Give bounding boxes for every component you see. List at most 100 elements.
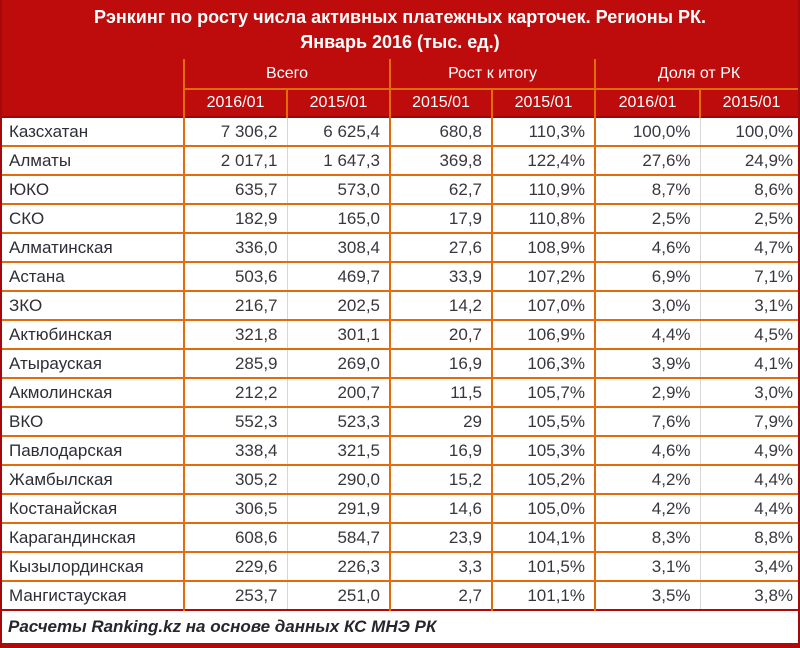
- table-header: Всего Рост к итогу Доля от РК 2016/01 20…: [2, 59, 798, 117]
- value-cell: 108,9%: [491, 233, 596, 262]
- value-cell: 24,9%: [699, 146, 798, 175]
- value-cell: 3,0%: [699, 378, 798, 407]
- page-title-line1: Рэнкинг по росту числа активных платежны…: [93, 7, 707, 27]
- value-cell: 3,4%: [699, 552, 798, 581]
- value-cell: 16,9: [389, 436, 493, 465]
- table-body: Казсхатан 7 306,2 6 625,4 680,8 110,3% 1…: [2, 117, 798, 610]
- value-cell: 202,5: [286, 291, 391, 320]
- region-cell: ВКО: [2, 407, 184, 436]
- value-cell: 105,7%: [491, 378, 596, 407]
- table-row: ЮКО 635,7 573,0 62,7 110,9% 8,7% 8,6%: [2, 175, 798, 204]
- value-cell: 469,7: [286, 262, 391, 291]
- value-cell: 306,5: [183, 494, 287, 523]
- value-cell: 308,4: [286, 233, 391, 262]
- value-cell: 3,9%: [594, 349, 701, 378]
- value-cell: 104,1%: [491, 523, 596, 552]
- value-cell: 6,9%: [594, 262, 701, 291]
- value-cell: 106,9%: [491, 320, 596, 349]
- value-cell: 200,7: [286, 378, 391, 407]
- value-cell: 8,3%: [594, 523, 701, 552]
- subheader-cell: 2015/01: [389, 89, 493, 117]
- value-cell: 212,2: [183, 378, 287, 407]
- corner-cell: [2, 59, 184, 89]
- value-cell: 8,8%: [699, 523, 798, 552]
- region-cell: СКО: [2, 204, 184, 233]
- table-row: Жамбылская 305,2 290,0 15,2 105,2% 4,2% …: [2, 465, 798, 494]
- value-cell: 62,7: [389, 175, 493, 204]
- table-row: Мангистауская 253,7 251,0 2,7 101,1% 3,5…: [2, 581, 798, 610]
- value-cell: 33,9: [389, 262, 493, 291]
- value-cell: 100,0%: [594, 117, 701, 146]
- value-cell: 285,9: [183, 349, 287, 378]
- value-cell: 338,4: [183, 436, 287, 465]
- value-cell: 2 017,1: [183, 146, 287, 175]
- value-cell: 608,6: [183, 523, 287, 552]
- value-cell: 6 625,4: [286, 117, 391, 146]
- value-cell: 16,9: [389, 349, 493, 378]
- table-row: Карагандинская 608,6 584,7 23,9 104,1% 8…: [2, 523, 798, 552]
- group-header-dolya: Доля от РК: [594, 59, 798, 90]
- value-cell: 2,9%: [594, 378, 701, 407]
- table-row: Акмолинская 212,2 200,7 11,5 105,7% 2,9%…: [2, 378, 798, 407]
- value-cell: 269,0: [286, 349, 391, 378]
- value-cell: 110,9%: [491, 175, 596, 204]
- value-cell: 27,6: [389, 233, 493, 262]
- value-cell: 100,0%: [699, 117, 798, 146]
- value-cell: 105,2%: [491, 465, 596, 494]
- value-cell: 369,8: [389, 146, 493, 175]
- value-cell: 107,2%: [491, 262, 596, 291]
- table-row: ЗКО 216,7 202,5 14,2 107,0% 3,0% 3,1%: [2, 291, 798, 320]
- value-cell: 573,0: [286, 175, 391, 204]
- value-cell: 7 306,2: [183, 117, 287, 146]
- value-cell: 3,3: [389, 552, 493, 581]
- value-cell: 4,6%: [594, 436, 701, 465]
- value-cell: 291,9: [286, 494, 391, 523]
- value-cell: 14,2: [389, 291, 493, 320]
- value-cell: 584,7: [286, 523, 391, 552]
- region-cell: Мангистауская: [2, 581, 184, 610]
- value-cell: 17,9: [389, 204, 493, 233]
- table-row: Кызылординская 229,6 226,3 3,3 101,5% 3,…: [2, 552, 798, 581]
- value-cell: 2,7: [389, 581, 493, 610]
- table-row: Актюбинская 321,8 301,1 20,7 106,9% 4,4%…: [2, 320, 798, 349]
- value-cell: 4,1%: [699, 349, 798, 378]
- value-cell: 101,1%: [491, 581, 596, 610]
- value-cell: 321,5: [286, 436, 391, 465]
- value-cell: 101,5%: [491, 552, 596, 581]
- value-cell: 106,3%: [491, 349, 596, 378]
- table-row: СКО 182,9 165,0 17,9 110,8% 2,5% 2,5%: [2, 204, 798, 233]
- value-cell: 20,7: [389, 320, 493, 349]
- page-title-line2: Январь 2016 (тыс. ед.): [300, 32, 500, 52]
- subheader-cell: 2015/01: [285, 89, 391, 117]
- value-cell: 680,8: [389, 117, 493, 146]
- value-cell: 14,6: [389, 494, 493, 523]
- value-cell: 107,0%: [491, 291, 596, 320]
- page-title: Рэнкинг по росту числа активных платежны…: [2, 0, 798, 59]
- region-cell: Алматинская: [2, 233, 184, 262]
- value-cell: 8,7%: [594, 175, 701, 204]
- value-cell: 8,6%: [699, 175, 798, 204]
- subheader-cell: 2015/01: [491, 89, 596, 117]
- sub-header-row: 2016/01 2015/01 2015/01 2015/01 2016/01 …: [2, 89, 798, 117]
- subheader-cell: 2016/01: [183, 89, 287, 117]
- region-cell: Астана: [2, 262, 184, 291]
- value-cell: 2,5%: [699, 204, 798, 233]
- value-cell: 4,7%: [699, 233, 798, 262]
- value-cell: 3,5%: [594, 581, 701, 610]
- table-row: Алматы 2 017,1 1 647,3 369,8 122,4% 27,6…: [2, 146, 798, 175]
- value-cell: 2,5%: [594, 204, 701, 233]
- value-cell: 105,3%: [491, 436, 596, 465]
- region-cell: Карагандинская: [2, 523, 184, 552]
- value-cell: 4,4%: [699, 494, 798, 523]
- region-cell: Жамбылская: [2, 465, 184, 494]
- table-row: Костанайская 306,5 291,9 14,6 105,0% 4,2…: [2, 494, 798, 523]
- table-row: ВКО 552,3 523,3 29 105,5% 7,6% 7,9%: [2, 407, 798, 436]
- value-cell: 182,9: [183, 204, 287, 233]
- value-cell: 23,9: [389, 523, 493, 552]
- table-row: Казсхатан 7 306,2 6 625,4 680,8 110,3% 1…: [2, 117, 798, 146]
- table-row: Алматинская 336,0 308,4 27,6 108,9% 4,6%…: [2, 233, 798, 262]
- source-note: Расчеты Ranking.kz на основе данных КС М…: [2, 611, 798, 643]
- value-cell: 1 647,3: [286, 146, 391, 175]
- value-cell: 4,5%: [699, 320, 798, 349]
